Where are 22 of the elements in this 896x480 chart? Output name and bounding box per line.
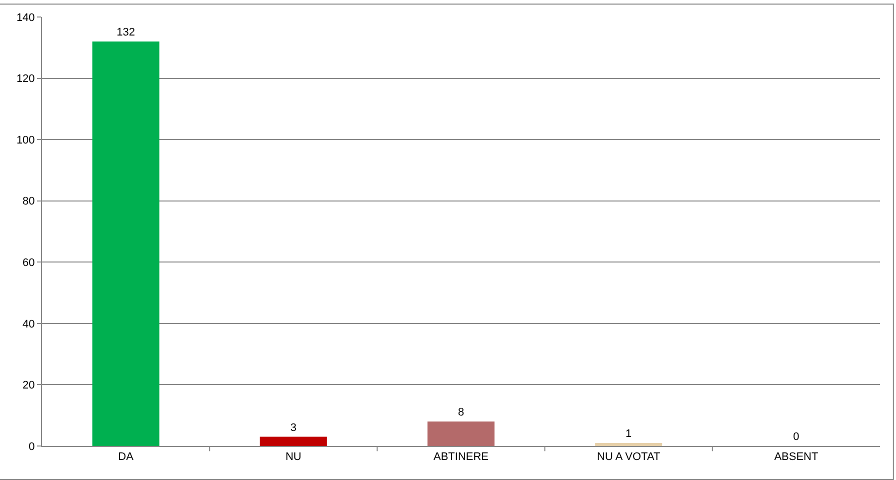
data-label: 1 <box>626 428 632 440</box>
data-label: 132 <box>116 26 135 39</box>
bar <box>92 42 160 446</box>
y-tick-label: 20 <box>22 380 35 392</box>
bar <box>595 442 662 446</box>
bar <box>260 436 327 446</box>
x-tick-label: NU <box>285 451 302 464</box>
data-label: 8 <box>458 406 464 418</box>
y-tick-label: 0 <box>28 440 35 453</box>
x-tick-label: ABSENT <box>774 451 818 464</box>
data-label: 0 <box>793 431 800 443</box>
y-tick-label: 100 <box>16 134 35 146</box>
y-tick-label: 40 <box>22 318 35 330</box>
x-tick-label: ABTINERE <box>433 451 489 464</box>
y-tick-label: 120 <box>16 73 35 86</box>
x-tick-label: NU A VOTAT <box>597 451 660 464</box>
y-tick-label: 140 <box>16 12 35 24</box>
bar <box>427 421 495 446</box>
x-tick-label: DA <box>118 451 134 464</box>
y-tick-label: 60 <box>22 256 35 269</box>
data-label: 3 <box>290 422 296 434</box>
y-tick-label: 80 <box>22 196 35 208</box>
